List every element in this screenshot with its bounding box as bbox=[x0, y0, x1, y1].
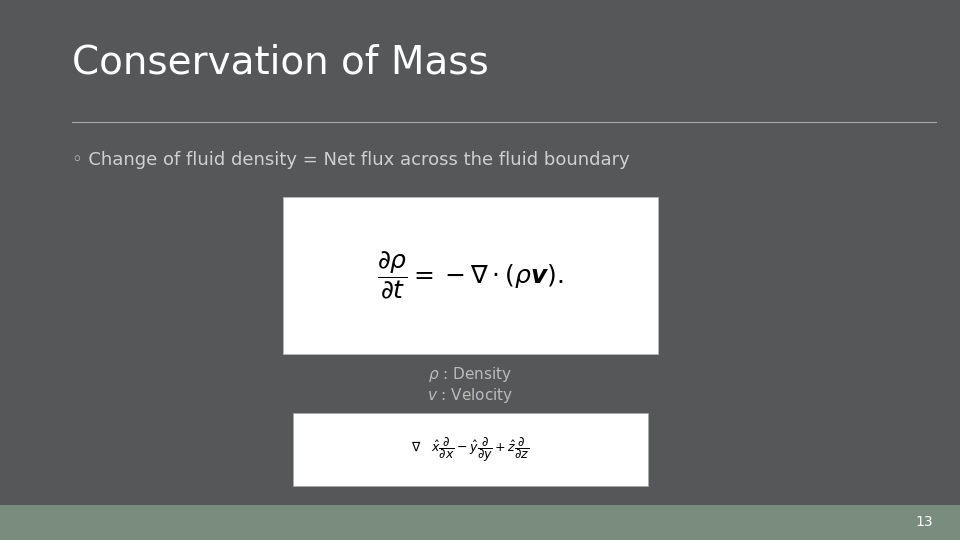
Text: $\nabla \quad \hat{x}\dfrac{\partial}{\partial x} - \hat{y}\dfrac{\partial}{\par: $\nabla \quad \hat{x}\dfrac{\partial}{\p… bbox=[411, 435, 530, 464]
FancyBboxPatch shape bbox=[283, 197, 658, 354]
Text: Conservation of Mass: Conservation of Mass bbox=[72, 43, 489, 81]
FancyBboxPatch shape bbox=[0, 505, 960, 540]
Text: 13: 13 bbox=[916, 516, 933, 529]
Text: $\rho$ : Density: $\rho$ : Density bbox=[428, 364, 513, 383]
Text: ◦ Change of fluid density = Net flux across the fluid boundary: ◦ Change of fluid density = Net flux acr… bbox=[72, 151, 630, 169]
FancyBboxPatch shape bbox=[293, 413, 648, 486]
Text: $v$ : Velocity: $v$ : Velocity bbox=[427, 386, 514, 405]
Text: $\dfrac{\partial \rho}{\partial t} = -\nabla \cdot (\rho \boldsymbol{v}).$: $\dfrac{\partial \rho}{\partial t} = -\n… bbox=[377, 249, 564, 301]
